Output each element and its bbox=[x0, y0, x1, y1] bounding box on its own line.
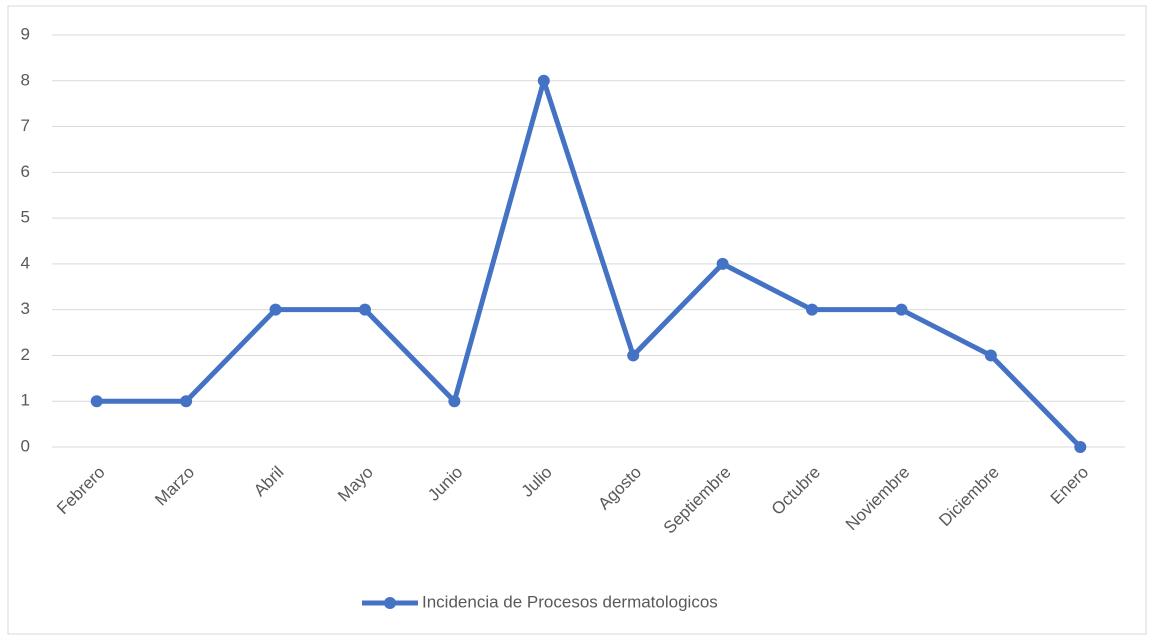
y-tick-label: 9 bbox=[21, 24, 30, 43]
point bbox=[895, 303, 908, 316]
point bbox=[269, 303, 282, 316]
y-tick-label: 0 bbox=[21, 436, 30, 455]
point bbox=[358, 303, 371, 316]
point bbox=[716, 257, 729, 270]
y-tick-label: 2 bbox=[21, 345, 30, 364]
y-tick-label: 1 bbox=[21, 391, 30, 410]
point bbox=[448, 395, 461, 408]
y-tick-label: 8 bbox=[21, 70, 30, 89]
point bbox=[984, 349, 997, 362]
legend-label: Incidencia de Procesos dermatologicos bbox=[422, 592, 718, 611]
y-tick-label: 5 bbox=[21, 208, 30, 227]
point bbox=[1074, 441, 1087, 453]
point bbox=[627, 349, 640, 362]
legend-marker bbox=[384, 597, 396, 609]
y-tick-label: 4 bbox=[21, 253, 30, 272]
point bbox=[806, 303, 819, 316]
y-tick-label: 6 bbox=[21, 162, 30, 181]
chart-border bbox=[7, 5, 1147, 635]
point bbox=[180, 395, 193, 408]
series-line bbox=[96, 78, 1083, 449]
y-tick-label: 3 bbox=[21, 299, 30, 318]
point bbox=[537, 74, 550, 87]
point bbox=[90, 395, 103, 408]
y-tick-label: 7 bbox=[21, 116, 30, 135]
